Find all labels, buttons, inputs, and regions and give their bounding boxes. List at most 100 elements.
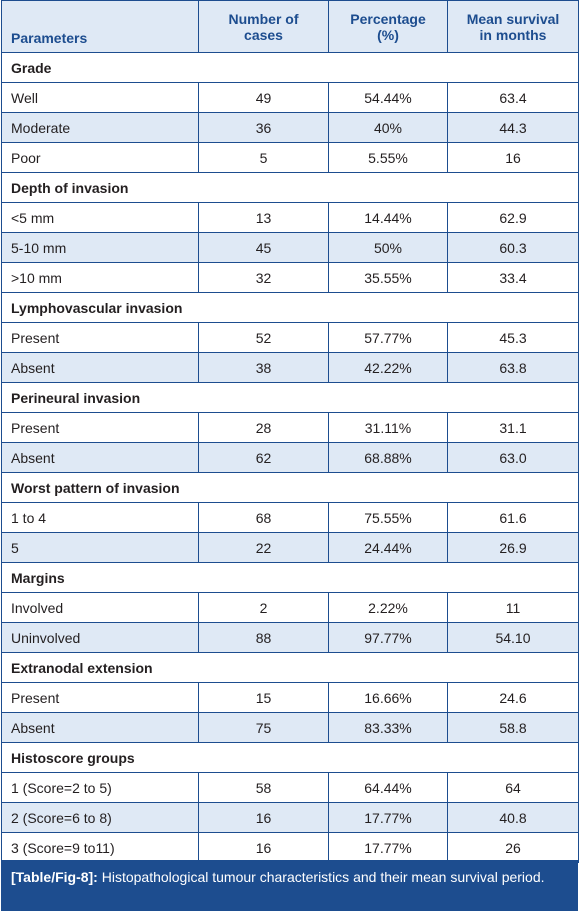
cell-mean-survival: 31.1 [447, 412, 579, 443]
cell-cases: 38 [198, 352, 329, 383]
table-row: Present 28 31.11% 31.1 [1, 412, 579, 443]
row-label: Uninvolved [1, 622, 199, 653]
table-row: Well 49 54.44% 63.4 [1, 82, 579, 113]
cell-percentage: 83.33% [328, 712, 448, 743]
table-row: 5 22 24.44% 26.9 [1, 532, 579, 563]
section-row: Depth of invasion [1, 172, 579, 203]
table-row: 1 to 4 68 75.55% 61.6 [1, 502, 579, 533]
row-label: Moderate [1, 112, 199, 143]
section-title: Grade [1, 52, 579, 83]
table-body: Grade Well 49 54.44% 63.4 Moderate 36 40% 44.3 Po… [1, 52, 579, 863]
row-label: 2 (Score=6 to 8) [1, 802, 199, 833]
section-title: Extranodal extension [1, 652, 579, 683]
cell-mean-survival: 58.8 [447, 712, 579, 743]
table-row: 5-10 mm 45 50% 60.3 [1, 232, 579, 263]
cell-percentage: 68.88% [328, 442, 448, 473]
header-mean-survival: Mean survival in months [447, 0, 579, 53]
caption-text: Histopathological tumour characteristics… [101, 869, 545, 885]
row-label: Well [1, 82, 199, 113]
cell-cases: 2 [198, 592, 329, 623]
section-row: Histoscore groups [1, 742, 579, 773]
cell-percentage: 75.55% [328, 502, 448, 533]
cell-cases: 32 [198, 262, 329, 293]
cell-percentage: 17.77% [328, 832, 448, 863]
section-row: Margins [1, 562, 579, 593]
cell-cases: 58 [198, 772, 329, 803]
section-title: Lymphovascular invasion [1, 292, 579, 323]
row-label: Involved [1, 592, 199, 623]
table-caption: [Table/Fig-8]: Histopathological tumour … [1, 860, 578, 911]
row-label: <5 mm [1, 202, 199, 233]
section-title: Margins [1, 562, 579, 593]
row-label: Present [1, 682, 199, 713]
cell-cases: 16 [198, 802, 329, 833]
row-label: Present [1, 412, 199, 443]
cell-mean-survival: 44.3 [447, 112, 579, 143]
row-label: Absent [1, 352, 199, 383]
cell-percentage: 50% [328, 232, 448, 263]
cell-percentage: 57.77% [328, 322, 448, 353]
row-label: Absent [1, 712, 199, 743]
cell-percentage: 14.44% [328, 202, 448, 233]
table-row: Moderate 36 40% 44.3 [1, 112, 579, 143]
row-label: Present [1, 322, 199, 353]
cell-mean-survival: 45.3 [447, 322, 579, 353]
table-row: Absent 62 68.88% 63.0 [1, 442, 579, 473]
cell-percentage: 64.44% [328, 772, 448, 803]
cell-cases: 62 [198, 442, 329, 473]
cell-cases: 75 [198, 712, 329, 743]
cell-mean-survival: 61.6 [447, 502, 579, 533]
cell-mean-survival: 11 [447, 592, 579, 623]
cell-mean-survival: 33.4 [447, 262, 579, 293]
cell-cases: 49 [198, 82, 329, 113]
table-row: Involved 2 2.22% 11 [1, 592, 579, 623]
table-row: 2 (Score=6 to 8) 16 17.77% 40.8 [1, 802, 579, 833]
cell-percentage: 31.11% [328, 412, 448, 443]
cell-percentage: 2.22% [328, 592, 448, 623]
cell-cases: 52 [198, 322, 329, 353]
cell-percentage: 5.55% [328, 142, 448, 173]
header-mean-line1: Mean survival [466, 10, 560, 27]
table-row: Absent 75 83.33% 58.8 [1, 712, 579, 743]
cell-mean-survival: 26 [447, 832, 579, 863]
cell-cases: 28 [198, 412, 329, 443]
cell-mean-survival: 60.3 [447, 232, 579, 263]
table-row: 1 (Score=2 to 5) 58 64.44% 64 [1, 772, 579, 803]
cell-cases: 16 [198, 832, 329, 863]
header-cases-line2: cases [244, 26, 283, 43]
table-row: Uninvolved 88 97.77% 54.10 [1, 622, 579, 653]
cell-percentage: 40% [328, 112, 448, 143]
table-row: Poor 5 5.55% 16 [1, 142, 579, 173]
header-cases-line1: Number of [228, 10, 299, 27]
row-label: Absent [1, 442, 199, 473]
section-row: Perineural invasion [1, 382, 579, 413]
section-row: Grade [1, 52, 579, 83]
cell-percentage: 17.77% [328, 802, 448, 833]
section-title: Histoscore groups [1, 742, 579, 773]
cell-mean-survival: 24.6 [447, 682, 579, 713]
cell-percentage: 35.55% [328, 262, 448, 293]
cell-percentage: 24.44% [328, 532, 448, 563]
table-row: Present 15 16.66% 24.6 [1, 682, 579, 713]
table-row: <5 mm 13 14.44% 62.9 [1, 202, 579, 233]
section-row: Extranodal extension [1, 652, 579, 683]
cell-cases: 13 [198, 202, 329, 233]
header-percentage: Percentage (%) [328, 0, 448, 53]
table-row: 3 (Score=9 to11) 16 17.77% 26 [1, 832, 579, 863]
row-label: Poor [1, 142, 199, 173]
row-label: 5-10 mm [1, 232, 199, 263]
cell-percentage: 97.77% [328, 622, 448, 653]
row-label: 1 (Score=2 to 5) [1, 772, 199, 803]
section-title: Worst pattern of invasion [1, 472, 579, 503]
row-label: >10 mm [1, 262, 199, 293]
row-label: 1 to 4 [1, 502, 199, 533]
table-row: Absent 38 42.22% 63.8 [1, 352, 579, 383]
cell-mean-survival: 63.8 [447, 352, 579, 383]
cell-percentage: 42.22% [328, 352, 448, 383]
cell-mean-survival: 63.4 [447, 82, 579, 113]
caption-label: [Table/Fig-8]: [11, 869, 98, 885]
cell-cases: 88 [198, 622, 329, 653]
section-row: Worst pattern of invasion [1, 472, 579, 503]
cell-mean-survival: 62.9 [447, 202, 579, 233]
section-title: Depth of invasion [1, 172, 579, 203]
